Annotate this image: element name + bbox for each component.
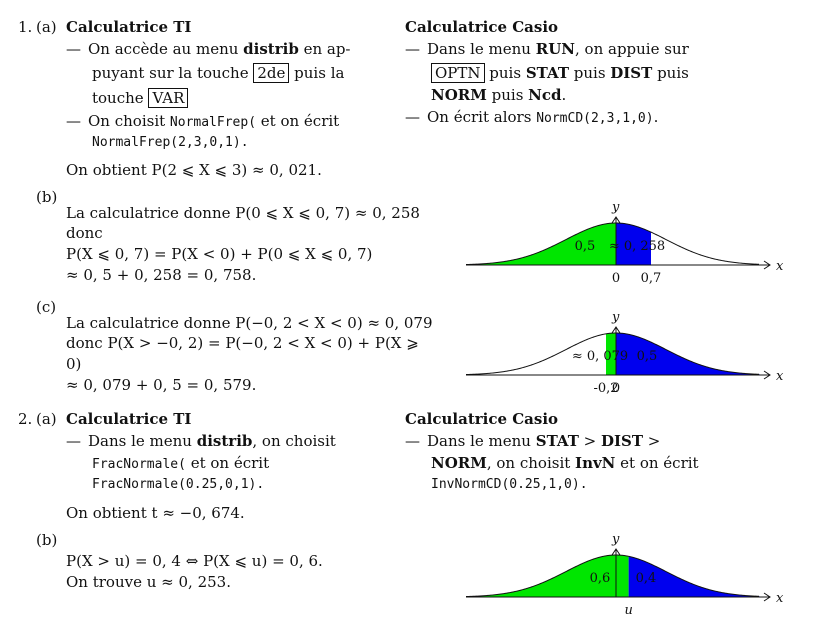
ex1-part-c-label: (c) xyxy=(36,298,57,316)
ex2-ti-line1: — Dans le menu distrib, on choisit xyxy=(66,432,336,450)
tick-label-tick1: 0,7 xyxy=(641,271,662,286)
ex2-ti-line2: FracNormale( et on écrit xyxy=(92,454,270,472)
ex1-ti-line5: NormalFrep(2,3,0,1). xyxy=(92,135,249,150)
ex2-casio-line3: InvNormCD(0.25,1,0). xyxy=(431,477,588,492)
ex1-b-line3: P(X ⩽ 0, 7) = P(X < 0) + P(0 ⩽ X ⩽ 0, 7) xyxy=(66,245,373,263)
ex2-casio-line1: — Dans le menu STAT > DIST > xyxy=(405,432,661,450)
ex1-number: 1. xyxy=(18,18,33,36)
x-axis-arrow xyxy=(763,370,771,380)
area-label-left: 0,6 xyxy=(590,571,611,586)
ex1-casio-line3: NORM puis Ncd. xyxy=(431,86,567,104)
y-axis-label: y xyxy=(611,310,620,325)
shaded-area-left xyxy=(606,333,616,375)
ex1-c-line4: ≈ 0, 079 + 0, 5 = 0, 579. xyxy=(66,376,257,394)
shaded-area-left xyxy=(466,555,629,597)
y-axis-label: y xyxy=(611,200,620,215)
area-label-left: ≈ 0, 079 xyxy=(572,349,628,364)
shaded-area-right xyxy=(616,223,651,265)
y-axis-arrow xyxy=(611,216,621,224)
shaded-area-right xyxy=(628,556,760,597)
ex1-b-line4: ≈ 0, 5 + 0, 258 = 0, 758. xyxy=(66,266,257,284)
ex1-part-a-label: (a) xyxy=(36,18,57,36)
key-2de: 2de xyxy=(253,63,290,83)
x-axis-arrow xyxy=(763,260,771,270)
tick-label-tick0: 0 xyxy=(612,271,620,286)
ex1-b-line1: La calculatrice donne P(0 ⩽ X ⩽ 0, 7) ≈ … xyxy=(66,204,420,222)
key-optn: OPTN xyxy=(431,63,485,83)
tick-label-ticku: u xyxy=(624,603,632,618)
ex1-c-line2: donc P(X > −0, 2) = P(−0, 2 < X < 0) + P… xyxy=(66,334,419,352)
y-axis-label: y xyxy=(611,532,620,547)
ex1-casio-title: Calculatrice Casio xyxy=(405,18,559,36)
ex1-ti-line4: — On choisit NormalFrep( et on écrit xyxy=(66,112,340,130)
ex2-ti-title: Calculatrice TI xyxy=(66,410,192,428)
ex1-ti-title: Calculatrice TI xyxy=(66,18,192,36)
ex2-b-line1: P(X > u) = 0, 4 ⇔ P(X ⩽ u) = 0, 6. xyxy=(66,552,323,570)
ex2-b-line2: On trouve u ≈ 0, 253. xyxy=(66,573,231,591)
ex1-casio-line2: OPTN puis STAT puis DIST puis xyxy=(431,62,689,84)
ex1-ti-line2: puyant sur la touche 2de puis la xyxy=(92,63,345,83)
shaded-area-right xyxy=(616,333,760,375)
area-label-right: 0,5 xyxy=(637,349,658,364)
ex2-part-b-label: (b) xyxy=(36,531,58,549)
ex1-c-line3: 0) xyxy=(66,355,82,373)
ex1-b-line2: donc xyxy=(66,224,103,242)
tick-label-tickm: -0,2 xyxy=(593,381,618,396)
ex1-c-line1: La calculatrice donne P(−0, 2 < X < 0) ≈… xyxy=(66,314,433,332)
x-axis-arrow xyxy=(763,592,771,602)
ex1-ti-line1: — On accède au menu distrib en ap- xyxy=(66,40,351,58)
ex2-result: On obtient t ≈ −0, 674. xyxy=(66,504,245,522)
x-axis-label: x xyxy=(776,591,784,606)
x-axis-label: x xyxy=(776,369,784,384)
ex2-casio-title: Calculatrice Casio xyxy=(405,410,559,428)
ex1-part-b-label: (b) xyxy=(36,188,58,206)
ex1-casio-line1: — Dans le menu RUN, on appuie sur xyxy=(405,40,689,58)
ex1-casio-line4: — On écrit alors NormCD(2,3,1,0). xyxy=(405,108,659,126)
tick-label-tick0: 0 xyxy=(612,381,620,396)
ex1-ti-line3: touche VAR xyxy=(92,87,189,109)
x-axis-label: x xyxy=(776,259,784,274)
key-var: VAR xyxy=(148,88,189,108)
area-label-right: 0,4 xyxy=(636,571,657,586)
area-label-right: ≈ 0, 258 xyxy=(609,239,665,254)
ex2-casio-line2: NORM, on choisit InvN et on écrit xyxy=(431,454,699,472)
ex2-part-a-label: (a) xyxy=(36,410,57,428)
y-axis-arrow xyxy=(611,326,621,334)
area-label-left: 0,5 xyxy=(575,239,596,254)
ex2-ti-line3: FracNormale(0.25,0,1). xyxy=(92,477,265,492)
y-axis-arrow xyxy=(611,548,621,556)
ex1-result: On obtient P(2 ⩽ X ⩽ 3) ≈ 0, 021. xyxy=(66,161,322,179)
ex2-number: 2. xyxy=(18,410,33,428)
